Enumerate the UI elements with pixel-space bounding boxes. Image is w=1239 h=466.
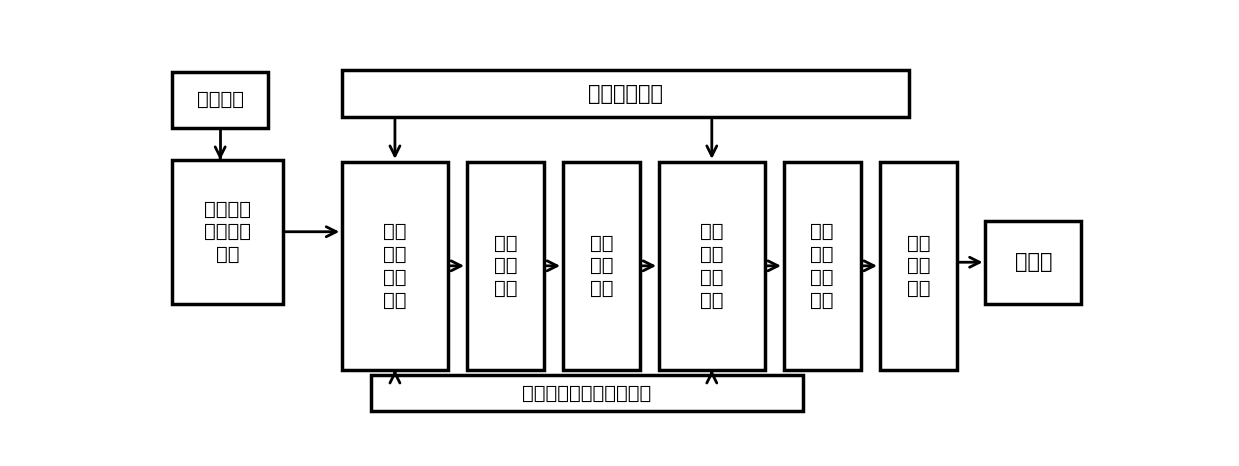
Bar bbox=[370, 375, 803, 411]
Bar bbox=[659, 162, 764, 370]
Text: 偏置电路单元: 偏置电路单元 bbox=[587, 83, 663, 103]
Bar bbox=[880, 162, 957, 370]
Bar bbox=[342, 162, 447, 370]
Bar bbox=[342, 70, 908, 117]
Text: 第一
滤波
单元: 第一 滤波 单元 bbox=[493, 233, 517, 298]
Bar bbox=[172, 160, 282, 303]
Text: 第一
级放
大器
单元: 第一 级放 大器 单元 bbox=[383, 222, 406, 309]
Bar bbox=[172, 72, 268, 128]
Text: 输出
阻抗
匹配
单元: 输出 阻抗 匹配 单元 bbox=[810, 222, 834, 309]
Text: 第二
级放
大器
单元: 第二 级放 大器 单元 bbox=[700, 222, 724, 309]
Bar bbox=[985, 221, 1082, 303]
Text: 级间
匹配
单元: 级间 匹配 单元 bbox=[590, 233, 613, 298]
Text: 输出端: 输出端 bbox=[1015, 252, 1052, 272]
Bar bbox=[784, 162, 861, 370]
Bar bbox=[563, 162, 639, 370]
Text: 第二
滤波
单元: 第二 滤波 单元 bbox=[907, 233, 930, 298]
Text: 天线单元: 天线单元 bbox=[197, 90, 244, 110]
Text: 第一电源、第二电源供电: 第一电源、第二电源供电 bbox=[523, 384, 652, 403]
Bar bbox=[467, 162, 544, 370]
Text: 最小噪声
系数匹配
单元: 最小噪声 系数匹配 单元 bbox=[204, 199, 250, 264]
